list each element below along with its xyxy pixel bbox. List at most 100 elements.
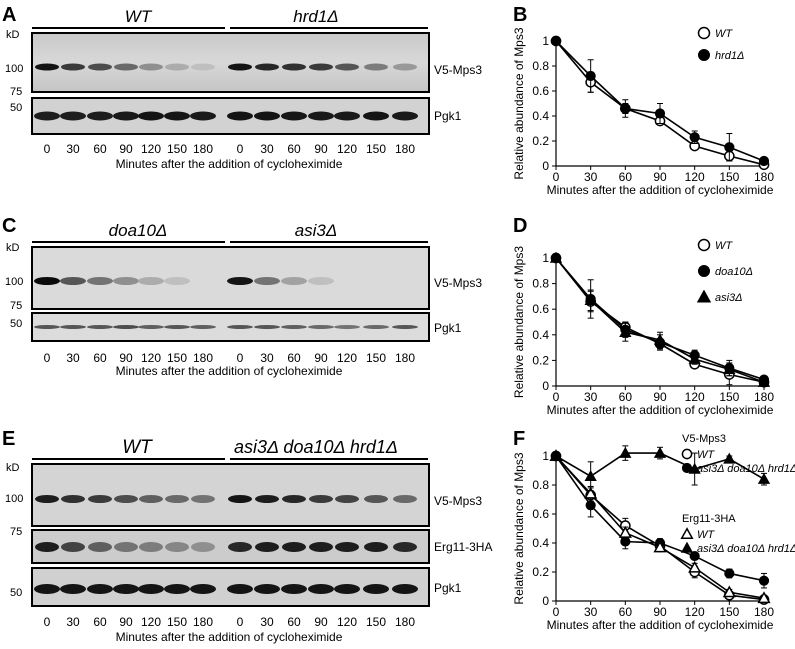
band <box>255 495 279 503</box>
band <box>60 584 86 594</box>
band <box>164 277 190 285</box>
data-point <box>654 108 666 119</box>
panel-a: A WT hrd1Δ kD 100 75 50 V5-Mps3 Pgk1 0 30… <box>2 4 482 171</box>
bands-pgk1 <box>34 111 418 121</box>
blot-label-v5-mps3: V5-Mps3 <box>434 63 482 77</box>
lane-label: 0 <box>44 615 51 629</box>
y-axis-title: Relative abundance of Mps3 <box>512 246 526 398</box>
band <box>113 277 139 285</box>
legend-entry: asi3Δ <box>715 292 743 304</box>
band <box>35 495 59 503</box>
band <box>114 63 138 71</box>
y-tick-label: 0.2 <box>532 353 549 367</box>
band <box>309 495 333 503</box>
band <box>164 111 190 121</box>
band <box>165 63 189 71</box>
lane-label: 30 <box>66 615 80 629</box>
lane-label: 30 <box>66 351 80 365</box>
lane-label: 90 <box>314 615 328 629</box>
band <box>281 584 307 594</box>
data-point <box>757 472 771 484</box>
band <box>309 63 333 71</box>
legend-group-title: Erg11-3HA <box>682 513 736 525</box>
data-point <box>681 448 693 460</box>
band <box>392 325 418 329</box>
band <box>335 63 359 71</box>
band <box>228 63 252 71</box>
band <box>191 63 215 71</box>
band <box>393 542 417 552</box>
band <box>139 495 163 503</box>
kd-label: kD <box>6 29 20 41</box>
lane-labels: 0 30 60 90 120 150 180 0 30 60 90 120 150 180 <box>44 351 416 365</box>
lane-label: 180 <box>395 142 415 156</box>
band <box>87 584 113 594</box>
legend: WT doa10Δ asi3Δ <box>696 238 753 304</box>
x-tick-label: 30 <box>584 170 598 184</box>
band <box>309 542 333 552</box>
data-point <box>697 238 711 252</box>
lane-label: 30 <box>260 615 274 629</box>
group-label-hrd1: hrd1Δ <box>293 7 338 26</box>
series <box>549 445 771 492</box>
band <box>228 495 252 503</box>
y-axis-title: Relative abundance of Mps3 <box>512 452 526 604</box>
blot-v5-mps3 <box>31 463 430 527</box>
marker-100: 100 <box>5 493 23 505</box>
lane-label: 180 <box>193 142 213 156</box>
x-tick-label: 120 <box>685 390 705 404</box>
x-tick-label: 150 <box>719 390 739 404</box>
panel-c: C doa10Δ asi3Δ kD 100 75 50 V5-Mps3 Pgk1… <box>2 215 482 378</box>
data-point <box>697 26 711 40</box>
y-tick-label: 0.8 <box>532 478 549 492</box>
band <box>138 584 164 594</box>
legend-entry: WT <box>715 28 733 40</box>
panel-label-f: F <box>513 428 525 450</box>
legend-entry: WT <box>697 529 715 541</box>
data-point <box>757 375 771 387</box>
panel-label-d: D <box>513 215 527 237</box>
band <box>393 63 417 71</box>
data-point <box>653 540 667 553</box>
y-tick-label: 0.4 <box>532 536 549 550</box>
band <box>254 277 280 285</box>
band <box>35 542 59 552</box>
data-point <box>584 486 598 499</box>
band <box>35 63 59 71</box>
y-tick-label: 0.2 <box>532 134 549 148</box>
y-tick-label: 1 <box>542 34 549 48</box>
lane-label: 60 <box>93 615 107 629</box>
x-axis-title: Minutes after the addition of cyclohexim… <box>547 618 774 632</box>
band <box>34 111 60 121</box>
band <box>254 584 280 594</box>
lane-label: 150 <box>167 615 187 629</box>
x-tick-label: 60 <box>619 170 633 184</box>
legend-entry: WT <box>715 240 733 252</box>
marker-75: 75 <box>10 526 22 538</box>
bands-pgk1 <box>34 584 418 594</box>
x-tick-label: 0 <box>553 390 560 404</box>
band <box>190 584 216 594</box>
band <box>114 542 138 552</box>
bands-v5-mps3 <box>35 63 417 71</box>
y-tick-label: 0.2 <box>532 565 549 579</box>
band <box>364 63 388 71</box>
lane-label: 150 <box>167 351 187 365</box>
legend: V5-Mps3 Erg11-3HA WT asi3Δ doa10Δ hrd1Δ WT as… <box>680 433 795 555</box>
x-tick-label: 90 <box>653 390 667 404</box>
band <box>34 325 60 329</box>
y-tick-label: 0.6 <box>532 302 549 316</box>
x-tick-label: 120 <box>685 170 705 184</box>
band <box>363 325 389 329</box>
x-tick-label: 30 <box>584 605 598 619</box>
data-point <box>680 541 694 553</box>
x-tick-label: 90 <box>653 605 667 619</box>
data-point <box>653 446 667 458</box>
band <box>87 325 113 329</box>
bands-v5-mps3 <box>35 495 417 503</box>
band <box>308 277 334 285</box>
lane-label: 120 <box>337 615 357 629</box>
lane-label: 90 <box>119 351 133 365</box>
data-point <box>584 293 597 305</box>
